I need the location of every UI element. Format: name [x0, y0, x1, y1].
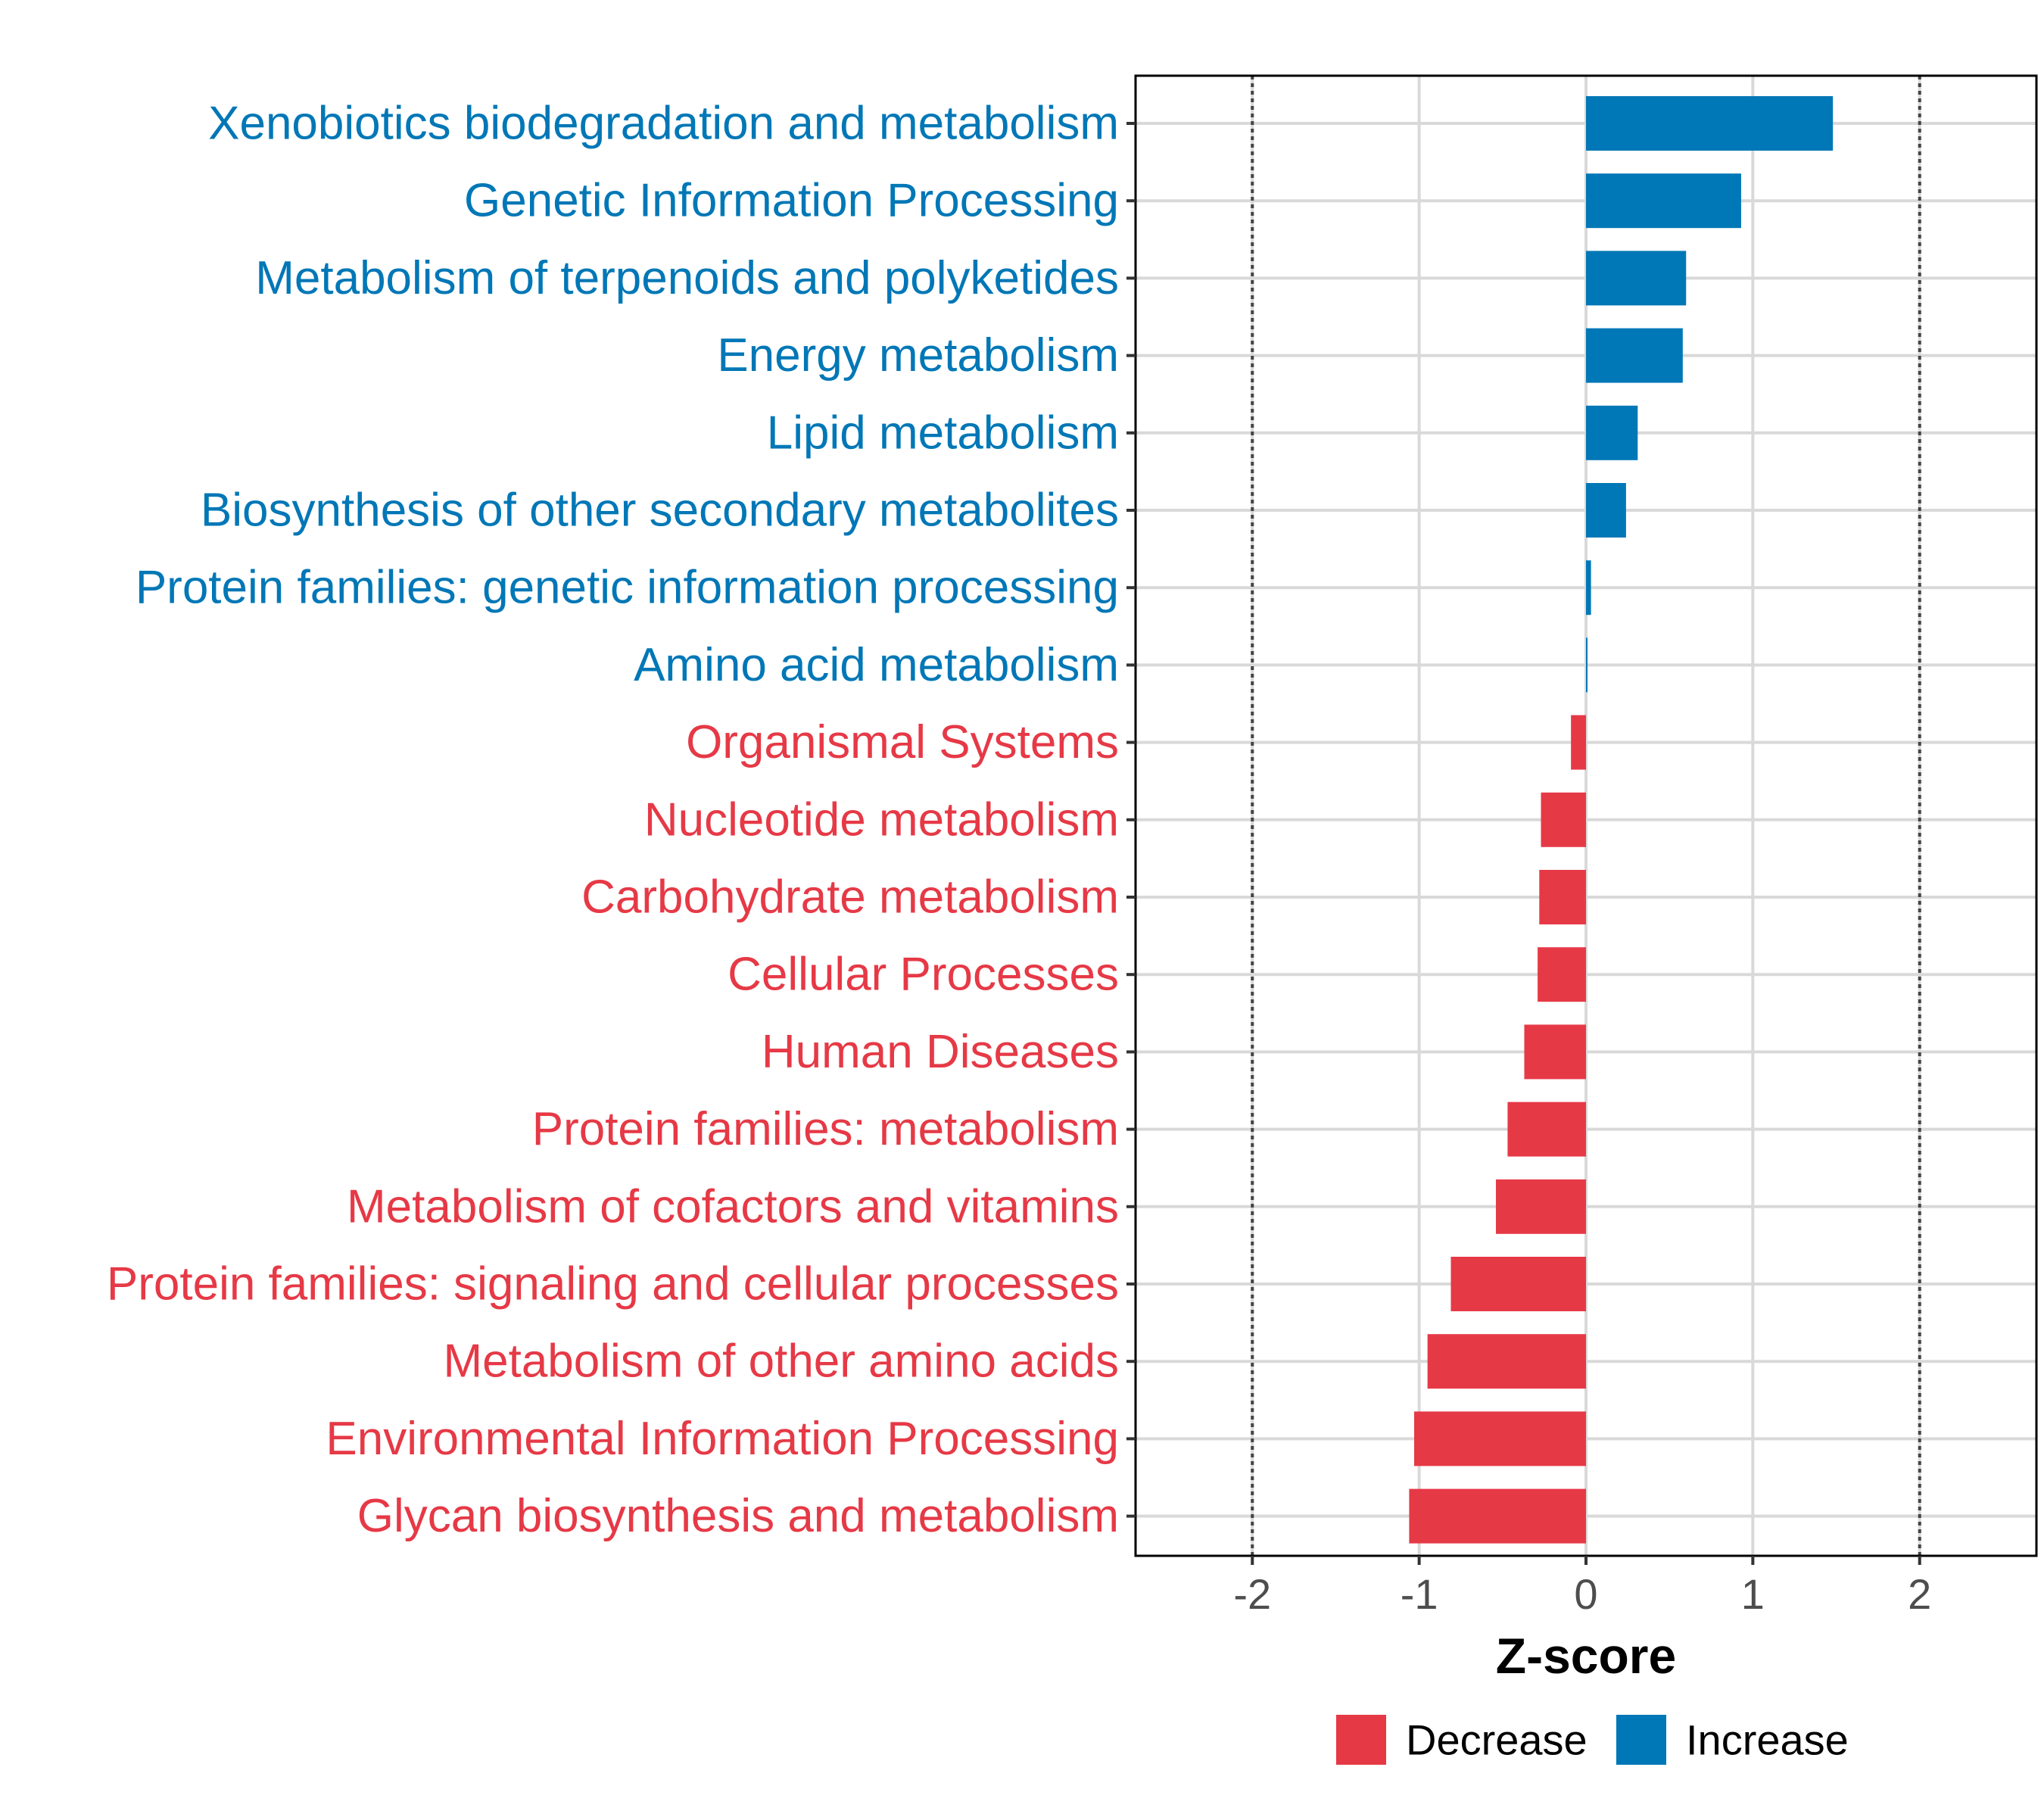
legend-key [1336, 1715, 1386, 1765]
category-label: Cellular Processes [728, 949, 1119, 1001]
bar [1586, 483, 1626, 538]
x-tick-label: -1 [1401, 1570, 1438, 1618]
bar [1586, 560, 1591, 616]
bar [1427, 1334, 1586, 1389]
x-tick-label: -2 [1233, 1570, 1271, 1618]
bars-layer [1409, 96, 1834, 1544]
category-label: Biosynthesis of other secondary metaboli… [201, 485, 1119, 537]
x-tick-label: 1 [1741, 1570, 1765, 1618]
category-label: Metabolism of cofactors and vitamins [347, 1180, 1119, 1233]
category-label: Amino acid metabolism [634, 639, 1119, 691]
legend-key [1616, 1715, 1666, 1765]
bar [1414, 1411, 1586, 1466]
x-tick-label: 0 [1574, 1570, 1597, 1618]
category-label: Energy metabolism [717, 329, 1119, 382]
bar [1450, 1257, 1586, 1311]
category-label: Lipid metabolism [767, 407, 1119, 459]
legend-label: Increase [1686, 1716, 1849, 1764]
x-axis: -2 -1 0 1 2 [1233, 1556, 1931, 1618]
category-label: Xenobiotics biodegradation and metabolis… [208, 98, 1119, 150]
category-label: Metabolism of other amino acids [443, 1335, 1119, 1388]
x-tick-label: 2 [1908, 1570, 1931, 1618]
bar [1571, 715, 1586, 770]
category-label: Protein families: genetic information pr… [136, 562, 1119, 614]
category-label: Protein families: metabolism [532, 1103, 1119, 1155]
y-axis: Xenobiotics biodegradation and metabolis… [107, 98, 1136, 1542]
category-label: Environmental Information Processing [326, 1413, 1119, 1465]
bar [1541, 792, 1586, 847]
legend: Decrease Increase [1336, 1715, 1849, 1765]
bar [1586, 251, 1687, 306]
bar [1409, 1488, 1586, 1544]
bar [1586, 637, 1588, 693]
x-axis-title: Z-score [1496, 1628, 1676, 1684]
category-label: Glycan biosynthesis and metabolism [357, 1490, 1119, 1542]
category-label: Nucleotide metabolism [644, 793, 1119, 846]
category-label: Protein families: signaling and cellular… [107, 1258, 1119, 1311]
bar [1496, 1179, 1586, 1234]
bar [1586, 96, 1834, 151]
bar [1507, 1102, 1586, 1157]
category-label: Organismal Systems [686, 716, 1119, 768]
bar [1586, 405, 1638, 460]
category-label: Carbohydrate metabolism [581, 871, 1119, 924]
bar [1538, 947, 1586, 1002]
bar [1586, 173, 1741, 229]
bar [1524, 1024, 1586, 1080]
bar [1586, 328, 1683, 383]
category-label: Human Diseases [762, 1026, 1119, 1078]
legend-label: Decrease [1406, 1716, 1588, 1764]
category-label: Genetic Information Processing [464, 175, 1119, 227]
bar [1539, 870, 1586, 924]
category-label: Metabolism of terpenoids and polyketides [255, 252, 1119, 304]
